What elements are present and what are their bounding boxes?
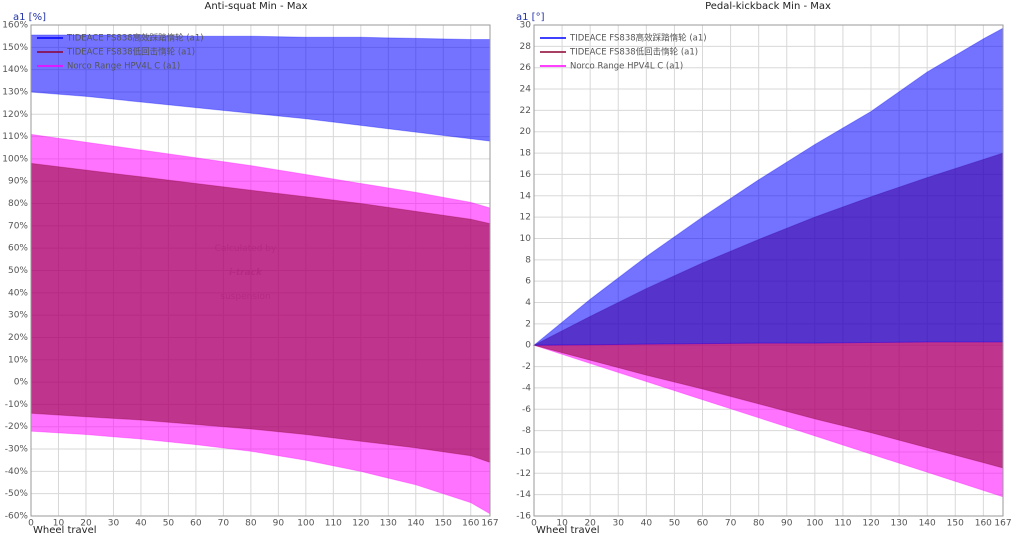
y-tick-label: 0 bbox=[525, 341, 531, 351]
x-tick-label: 130 bbox=[890, 519, 907, 529]
y-tick-label: -10% bbox=[5, 400, 29, 410]
x-tick-label: 40 bbox=[135, 519, 147, 529]
y-tick-label: -30% bbox=[5, 445, 29, 455]
x-tick-label: 80 bbox=[753, 519, 765, 529]
y-tick-label: 28 bbox=[520, 42, 532, 52]
x-tick-label: 40 bbox=[641, 519, 653, 529]
x-tick-label: 110 bbox=[325, 519, 342, 529]
x-tick-label: 70 bbox=[725, 519, 737, 529]
legend-label: TIDEACE FS838高效踩踏惰轮 (a1) bbox=[569, 33, 707, 44]
y-tick-label: 4 bbox=[525, 298, 531, 308]
x-tick-label: 100 bbox=[297, 519, 314, 529]
x-tick-label: 30 bbox=[613, 519, 625, 529]
y-tick-label: 22 bbox=[520, 106, 531, 116]
x-tick-label: 10 bbox=[53, 519, 65, 529]
y-tick-label: -20% bbox=[5, 422, 29, 432]
y-tick-label: 6 bbox=[525, 277, 531, 287]
x-tick-label: 0 bbox=[531, 519, 537, 529]
legend-label: Norco Range HPV4L C (a1) bbox=[67, 62, 180, 72]
y-tick-label: -50% bbox=[5, 489, 29, 499]
legend-label: Norco Range HPV4L C (a1) bbox=[570, 62, 683, 72]
plot-border bbox=[533, 24, 1004, 517]
x-tick-label: 50 bbox=[669, 519, 681, 529]
x-axis-label: Wheel travel bbox=[33, 525, 97, 536]
y-tick-label: 70% bbox=[8, 221, 28, 231]
y-tick-label: 100% bbox=[2, 154, 28, 164]
y-tick-label: 0% bbox=[14, 378, 29, 388]
y-tick-label: 90% bbox=[8, 177, 28, 187]
x-tick-label: 60 bbox=[697, 519, 709, 529]
y-axis-label: a1 [°] bbox=[516, 12, 545, 23]
y-tick-label: 2 bbox=[525, 319, 531, 329]
y-tick-label: 26 bbox=[520, 63, 532, 73]
x-tick-label: 140 bbox=[919, 519, 936, 529]
y-tick-label: 50% bbox=[8, 266, 28, 276]
y-tick-label: 24 bbox=[520, 85, 532, 95]
y-tick-label: 140% bbox=[2, 65, 28, 75]
y-tick-label: -2 bbox=[522, 362, 531, 372]
x-tick-label: 20 bbox=[80, 519, 92, 529]
x-tick-label: 160 bbox=[975, 519, 992, 529]
y-tick-label: 10% bbox=[8, 355, 28, 365]
y-tick-label: 150% bbox=[2, 43, 28, 53]
range-band bbox=[532, 27, 1004, 346]
x-tick-label: 80 bbox=[245, 519, 257, 529]
x-tick-label: 167 bbox=[994, 519, 1011, 529]
chart-title: Pedal-kickback Min - Max bbox=[705, 1, 831, 12]
x-tick-label: 90 bbox=[781, 519, 793, 529]
y-tick-label: 10 bbox=[520, 234, 532, 244]
x-tick-label: 150 bbox=[947, 519, 964, 529]
x-tick-label: 150 bbox=[435, 519, 452, 529]
x-tick-label: 110 bbox=[834, 519, 851, 529]
y-tick-label: 30% bbox=[8, 311, 28, 321]
x-tick-label: 120 bbox=[352, 519, 369, 529]
y-tick-label: 12 bbox=[520, 213, 531, 223]
x-tick-label: 10 bbox=[556, 519, 568, 529]
y-tick-label: 60% bbox=[8, 244, 28, 254]
y-tick-label: 80% bbox=[8, 199, 28, 209]
y-tick-label: -40% bbox=[5, 467, 29, 477]
y-tick-label: 120% bbox=[2, 110, 28, 120]
x-tick-label: 90 bbox=[273, 519, 285, 529]
x-tick-label: 0 bbox=[28, 519, 34, 529]
x-tick-label: 167 bbox=[481, 519, 498, 529]
legend-label: TIDEACE FS838低回击惰轮 (a1) bbox=[569, 47, 698, 58]
y-tick-label: 40% bbox=[8, 288, 28, 298]
legend-label: TIDEACE FS838低回击惰轮 (a1) bbox=[66, 47, 195, 58]
y-tick-label: -14 bbox=[516, 490, 531, 500]
y-tick-label: -10 bbox=[516, 447, 531, 457]
y-tick-label: 8 bbox=[525, 255, 531, 265]
y-tick-label: -12 bbox=[516, 469, 531, 479]
y-tick-label: 130% bbox=[2, 87, 28, 97]
x-tick-label: 20 bbox=[584, 519, 596, 529]
x-tick-label: 160 bbox=[462, 519, 479, 529]
y-tick-label: 30 bbox=[520, 21, 532, 31]
y-tick-label: 160% bbox=[2, 21, 28, 31]
x-axis-label: Wheel travel bbox=[536, 525, 600, 536]
plot-border bbox=[30, 24, 491, 517]
x-tick-label: 120 bbox=[862, 519, 879, 529]
x-tick-label: 60 bbox=[190, 519, 202, 529]
x-tick-label: 130 bbox=[380, 519, 397, 529]
y-tick-label: 110% bbox=[2, 132, 28, 142]
chart-title: Anti-squat Min - Max bbox=[205, 1, 308, 12]
y-tick-label: -8 bbox=[522, 426, 531, 436]
y-tick-label: 16 bbox=[520, 170, 532, 180]
y-tick-label: -16 bbox=[516, 512, 531, 522]
y-tick-label: -60% bbox=[5, 512, 29, 522]
x-tick-label: 50 bbox=[163, 519, 175, 529]
y-tick-label: -4 bbox=[522, 383, 531, 393]
y-tick-label: 18 bbox=[520, 149, 532, 159]
y-axis-label: a1 [%] bbox=[13, 12, 46, 23]
x-tick-label: 100 bbox=[806, 519, 823, 529]
y-tick-label: 20 bbox=[520, 127, 532, 137]
y-tick-label: 14 bbox=[520, 191, 532, 201]
x-tick-label: 140 bbox=[407, 519, 424, 529]
x-tick-label: 30 bbox=[108, 519, 120, 529]
x-tick-label: 70 bbox=[218, 519, 230, 529]
legend-label: TIDEACE FS838高效踩踏惰轮 (a1) bbox=[66, 33, 204, 44]
y-tick-label: -6 bbox=[522, 405, 531, 415]
y-tick-label: 20% bbox=[8, 333, 28, 343]
